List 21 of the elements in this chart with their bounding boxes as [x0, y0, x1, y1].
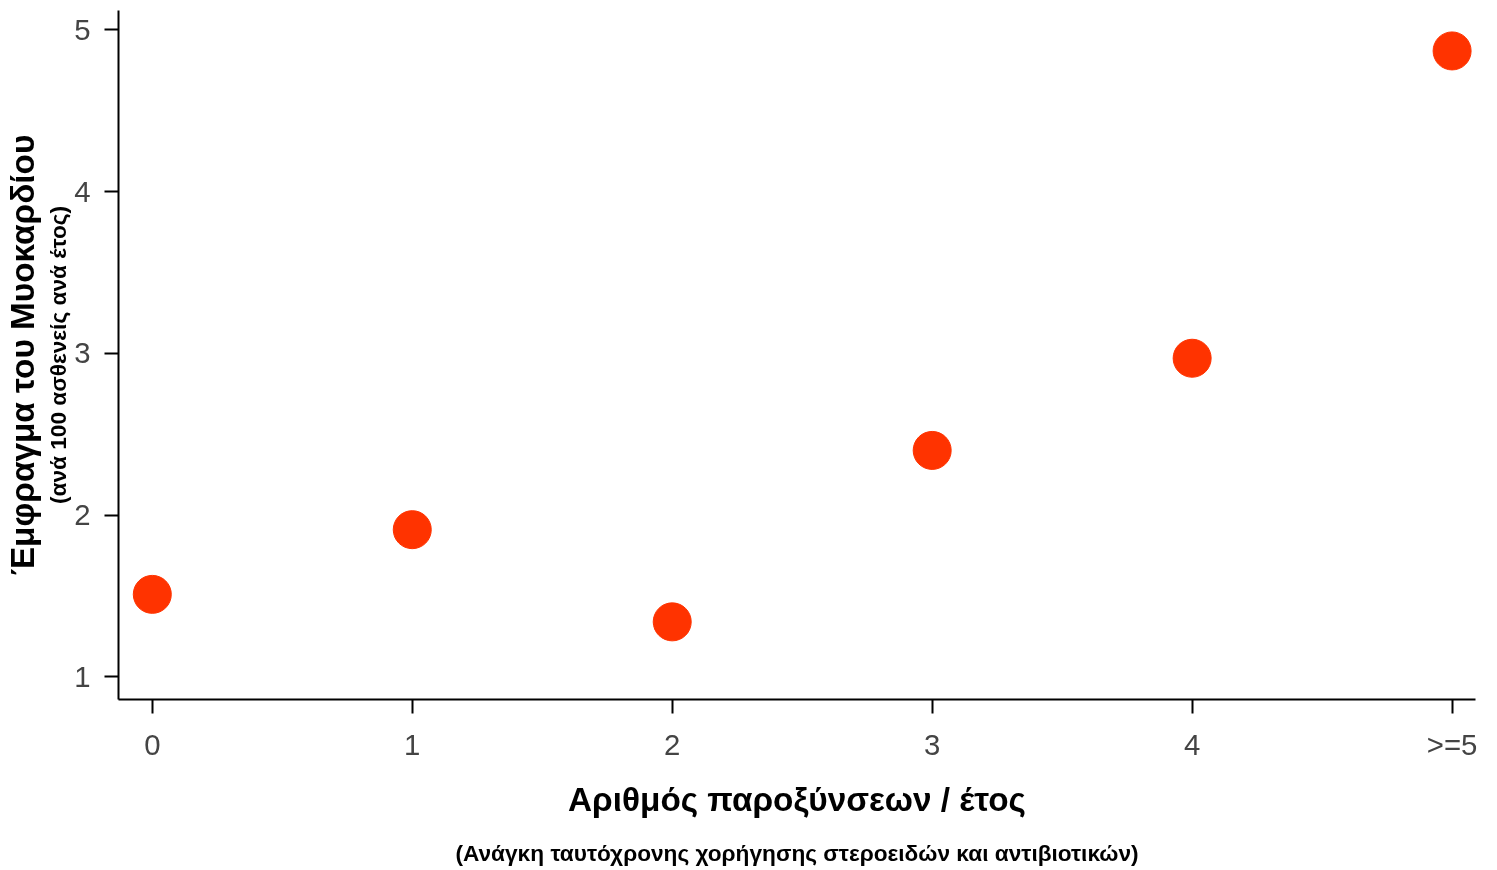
x-tick-label: >=5	[1426, 727, 1478, 761]
x-tick-label: 0	[144, 727, 161, 761]
point	[1172, 338, 1212, 378]
point	[912, 430, 952, 470]
point	[652, 602, 692, 642]
x-tick-label: 4	[1183, 727, 1201, 761]
y-tick-label: 4	[74, 174, 91, 208]
x-axis-title: Αριθμός παροξύνσεων / έτος	[568, 780, 1026, 818]
y-tick-label: 1	[74, 659, 91, 693]
y-tick-label: 3	[74, 336, 91, 370]
y-axis-title: Έμφραγμα του Μυοκαρδίου	[3, 134, 41, 576]
point	[392, 510, 432, 550]
y-tick-label: 2	[74, 498, 91, 532]
text: (ανά 100 ασθενείς ανά έτος)	[44, 205, 71, 505]
text: (Ανάγκη ταυτόχρονης χορήγησης στεροειδών και αντιβιοτικών)	[455, 839, 1139, 866]
y-tick-label: 5	[74, 12, 91, 46]
x-tick-label: 3	[924, 727, 941, 761]
x-tick-label: 1	[404, 727, 421, 761]
point	[132, 574, 172, 614]
x-tick-label: 2	[664, 727, 681, 761]
point	[1432, 31, 1472, 71]
